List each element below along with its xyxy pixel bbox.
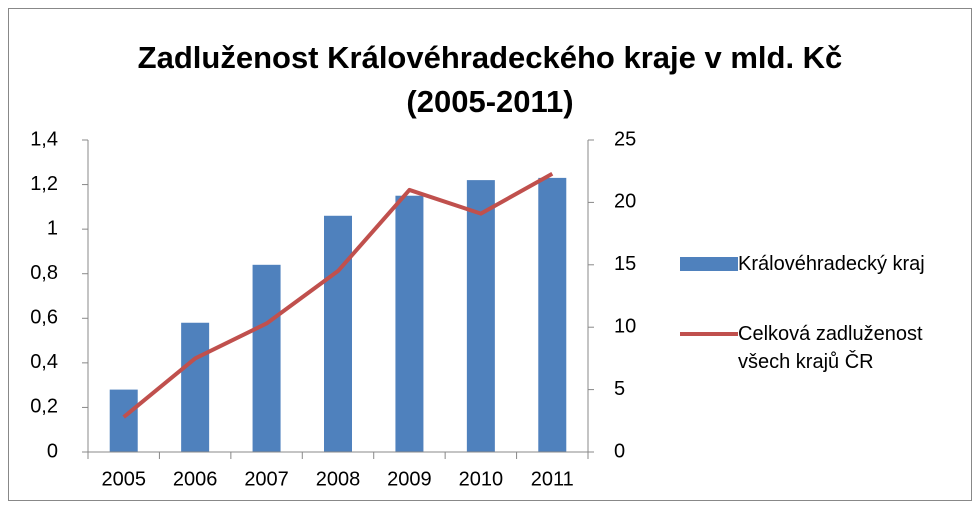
legend-label: Celková zadluženost všech krajů ČR xyxy=(738,323,923,373)
x-tick-label: 2008 xyxy=(316,468,361,490)
y2-tick-label: 25 xyxy=(614,128,636,150)
y-tick-label: 0,8 xyxy=(30,262,58,284)
x-tick-label: 2009 xyxy=(387,468,432,490)
x-tick-label: 2011 xyxy=(531,468,574,490)
bar xyxy=(324,215,352,452)
y2-tick-label: 5 xyxy=(614,378,625,400)
y-tick-label: 1,4 xyxy=(30,128,58,150)
chart-title: Zadluženost Královéhradeckého kraje v ml… xyxy=(137,40,843,119)
x-tick-label: 2006 xyxy=(173,468,218,490)
x-tick-label: 2010 xyxy=(459,468,504,490)
y2-tick-label: 15 xyxy=(614,253,636,275)
legend-item: Královéhradecký kraj xyxy=(680,250,970,278)
y-tick-label: 0,6 xyxy=(30,307,58,329)
legend: Královéhradecký kraj Celková zadluženost… xyxy=(680,250,970,376)
legend-item: Celková zadluženost všech krajů ČR xyxy=(680,320,968,376)
bar xyxy=(538,177,567,452)
legend-swatch xyxy=(680,257,738,271)
y-tick-label: 1 xyxy=(47,217,58,239)
bar xyxy=(252,264,281,452)
y-tick-label: 0,2 xyxy=(30,396,58,418)
bar xyxy=(466,180,495,452)
line xyxy=(122,171,554,419)
y-tick-label: 0 xyxy=(47,440,58,462)
legend-swatch xyxy=(680,332,738,336)
y2-tick-label: 20 xyxy=(614,191,636,213)
bar xyxy=(109,389,138,452)
bar xyxy=(181,322,210,452)
y2-tick-label: 0 xyxy=(614,440,625,462)
x-tick-label: 2005 xyxy=(101,468,146,490)
bar xyxy=(395,195,424,452)
x-tick-label: 2007 xyxy=(244,468,289,490)
legend-label: Královéhradecký kraj xyxy=(738,253,925,275)
y2-tick-label: 10 xyxy=(614,315,636,337)
y-tick-label: 0,4 xyxy=(30,351,58,373)
y-tick-label: 1,2 xyxy=(30,173,58,195)
